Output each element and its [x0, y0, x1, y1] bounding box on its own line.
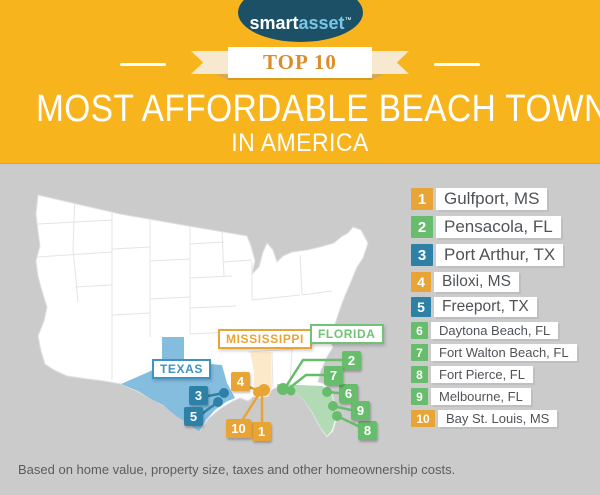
map-marker-1: 1 [252, 422, 271, 441]
map-marker-7: 7 [324, 366, 343, 385]
list-item: 8 Fort Pierce, FL [411, 366, 577, 383]
logo-word-smart: smart [249, 13, 299, 33]
city-label: Freeport, TX [434, 297, 537, 317]
header: smart asset ™ TOP 10 MOST AFFORDABLE BEACH… [0, 0, 600, 163]
state-texas [121, 337, 235, 432]
map-marker-6: 6 [339, 384, 358, 403]
city-label: Melbourne, FL [431, 388, 531, 405]
rank-badge: 2 [411, 216, 433, 238]
ribbon-label: TOP 10 [263, 50, 337, 74]
list-item: 5 Freeport, TX [411, 297, 577, 317]
list-item: 3 Port Arthur, TX [411, 244, 577, 266]
ribbon-tail-right [371, 51, 409, 74]
smartasset-logo: smart asset ™ [238, 0, 363, 42]
page-title: MOST AFFORDABLE BEACH TOWNS [36, 88, 600, 130]
top10-ribbon: TOP 10 [228, 47, 372, 78]
list-item: 7 Fort Walton Beach, FL [411, 344, 577, 361]
city-label: Fort Walton Beach, FL [431, 344, 577, 361]
list-item: 1 Gulfport, MS [411, 188, 577, 210]
map-marker-9: 9 [351, 401, 370, 420]
map-marker-3: 3 [189, 386, 208, 405]
map-marker-10: 10 [226, 419, 251, 438]
location-dots [213, 383, 342, 421]
ranking-list: 1 Gulfport, MS 2 Pensacola, FL 3 Port Ar… [411, 188, 577, 432]
ribbon-line-right [434, 63, 480, 66]
rank-badge: 1 [411, 188, 433, 210]
page-subtitle: IN AMERICA [231, 129, 369, 157]
rank-badge: 3 [411, 244, 433, 266]
ribbon-tail-left [191, 51, 229, 74]
logo-trademark-icon: ™ [344, 17, 352, 24]
state-label-mississippi: MISSISSIPPI [218, 329, 312, 349]
ribbon-fold-left [215, 74, 228, 80]
state-label-florida: FLORIDA [310, 324, 384, 344]
list-item: 9 Melbourne, FL [411, 388, 577, 405]
city-label: Port Arthur, TX [436, 244, 564, 266]
us-map [35, 194, 369, 438]
city-label: Pensacola, FL [436, 216, 561, 238]
rank-badge: 4 [411, 272, 431, 292]
list-item: 2 Pensacola, FL [411, 216, 577, 238]
rank-badge: 9 [411, 388, 428, 405]
list-item: 10 Bay St. Louis, MS [411, 410, 577, 427]
ribbon-fold-right [372, 74, 385, 80]
list-item: 6 Daytona Beach, FL [411, 322, 577, 339]
rank-badge: 10 [411, 410, 435, 427]
rank-badge: 6 [411, 322, 428, 339]
map-marker-4: 4 [231, 372, 250, 391]
logo-word-asset: asset [298, 13, 345, 33]
city-label: Fort Pierce, FL [431, 366, 533, 383]
us-outline [35, 194, 369, 438]
map-marker-8: 8 [358, 421, 377, 440]
state-florida [277, 384, 336, 436]
map-section: TEXAS MISSISSIPPI FLORIDA 1 2 3 4 5 6 7 … [0, 163, 600, 495]
rank-badge: 8 [411, 366, 428, 383]
city-label: Daytona Beach, FL [431, 322, 559, 339]
list-item: 4 Biloxi, MS [411, 272, 577, 292]
ribbon-line-left [120, 63, 166, 66]
city-label: Bay St. Louis, MS [438, 410, 558, 427]
map-marker-2: 2 [342, 351, 361, 370]
methodology-note: Based on home value, property size, taxe… [18, 462, 456, 477]
city-label: Gulfport, MS [436, 188, 548, 210]
state-label-texas: TEXAS [152, 359, 212, 379]
city-label: Biloxi, MS [434, 272, 519, 292]
map-marker-5: 5 [184, 407, 203, 426]
rank-badge: 7 [411, 344, 428, 361]
rank-badge: 5 [411, 297, 431, 317]
